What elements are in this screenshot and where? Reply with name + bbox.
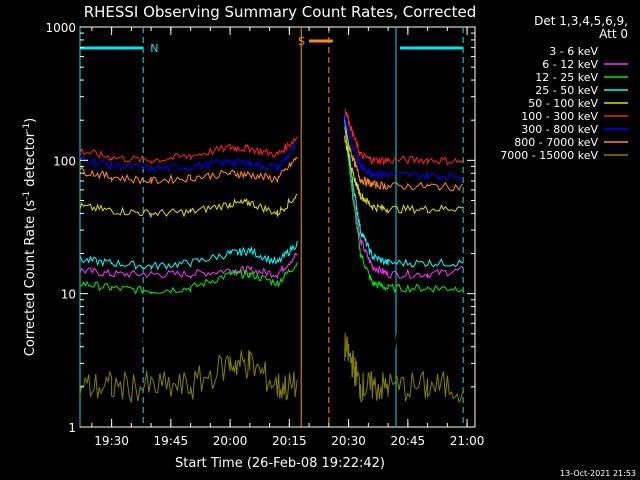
series-line	[79, 135, 464, 218]
series-line	[79, 115, 464, 271]
x-tick-label: 20:00	[213, 434, 248, 448]
y-label-part: Corrected Count Rate (s	[23, 200, 38, 357]
y-axis: 1 10 100 1000	[45, 21, 475, 435]
series-line	[79, 113, 464, 181]
x-tick-label: 21:00	[450, 434, 485, 448]
flag-label: S	[298, 35, 305, 48]
x-axis: 19:30 19:45 20:00 20:15 20:30 20:45 21:00	[91, 27, 485, 448]
y-axis-label: Corrected Count Rate (s-1 detector-1)	[22, 118, 38, 356]
x-tick-label: 20:45	[391, 434, 426, 448]
legend-label: 100 - 300 keV	[521, 110, 598, 123]
chart-title: RHESSI Observing Summary Count Rates, Co…	[84, 3, 477, 21]
y-label-part: )	[23, 118, 38, 123]
series-line	[79, 119, 464, 280]
detector-info-line: Att 0	[599, 27, 628, 41]
x-tick-label: 20:15	[272, 434, 307, 448]
legend-label: 7000 - 15000 keV	[500, 149, 598, 162]
series-line	[79, 127, 464, 192]
plot-frame	[79, 26, 476, 428]
series-line	[79, 127, 464, 295]
series-line	[79, 332, 464, 404]
legend-label: 50 - 100 keV	[528, 97, 598, 110]
legend-label: 25 - 50 keV	[535, 84, 598, 97]
flag-label: N	[150, 42, 158, 55]
detector-info-line: Det 1,3,4,5,6,9,	[534, 14, 628, 28]
x-tick-label: 19:45	[154, 434, 189, 448]
legend-label: 300 - 800 keV	[521, 123, 598, 136]
y-tick-label: 10	[61, 288, 76, 302]
legend-label: 3 - 6 keV	[549, 45, 598, 58]
plot-border	[79, 26, 476, 428]
attenuator-flags: NS	[80, 35, 464, 55]
y-tick-label: 1	[68, 421, 76, 435]
x-axis-label: Start Time (26-Feb-08 19:22:42)	[175, 456, 385, 471]
time-markers	[79, 27, 464, 427]
legend-label: 12 - 25 keV	[535, 71, 598, 84]
y-tick-label: 100	[53, 154, 76, 168]
y-label-sup: -1	[22, 123, 32, 132]
footer-timestamp: 13-Oct-2021 21:53	[560, 469, 636, 478]
y-tick-label: 1000	[45, 21, 76, 35]
legend-label: 6 - 12 keV	[542, 58, 598, 71]
x-tick-label: 19:30	[94, 434, 129, 448]
x-tick-label: 20:30	[331, 434, 366, 448]
legend-label: 800 - 7000 keV	[514, 136, 598, 149]
series-line	[79, 108, 464, 166]
series-lines	[79, 108, 464, 404]
y-label-part: detector	[23, 131, 38, 191]
y-label-sup: -1	[22, 191, 32, 200]
series-line	[79, 307, 464, 367]
